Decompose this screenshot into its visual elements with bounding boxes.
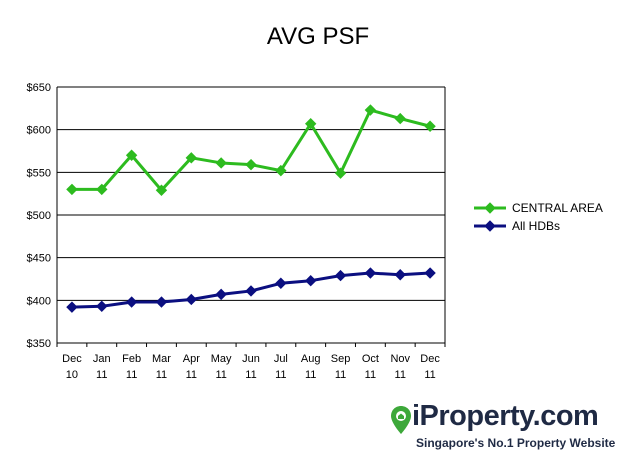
chart-title: AVG PSF — [267, 23, 369, 50]
x-tick-label-month: Aug — [301, 353, 321, 365]
legend-marker-all-hdbs — [484, 220, 496, 232]
legend: CENTRAL AREA All HDBs — [474, 201, 603, 233]
logo-name: iProperty.com — [412, 400, 599, 432]
data-point-all-hdbs — [155, 296, 168, 308]
data-point-central-area — [96, 183, 108, 196]
axes: $350 $400 $450 $500 $550 $600 $650 Dec 10 Jan 11 Fe… — [27, 82, 446, 381]
logo-tagline: Singapore's No.1 Property Website — [416, 436, 616, 450]
data-point-central-area — [215, 157, 227, 169]
x-tick-label-year: 11 — [156, 369, 167, 381]
x-tick-label-year: 11 — [245, 369, 256, 381]
data-point-central-area — [424, 120, 436, 132]
x-tick-label-year: 11 — [305, 369, 316, 381]
line-chart: AVG PSF $350 $400 $450 $500 $550 $600 $650 Dec 1… — [27, 23, 603, 381]
legend-label-central-area: CENTRAL AREA — [512, 201, 603, 215]
x-tick-label-month: Sep — [331, 353, 351, 365]
data-point-central-area — [185, 152, 198, 164]
x-tick-label-month: Apr — [183, 353, 200, 365]
x-tick-label-month: Oct — [362, 353, 379, 365]
data-point-all-hdbs — [185, 293, 198, 306]
x-tick-label-year: 11 — [424, 369, 435, 381]
x-tick-label-year: 10 — [66, 369, 78, 381]
x-tick-label-year: 11 — [96, 369, 107, 381]
data-point-all-hdbs — [424, 267, 436, 279]
x-tick-label-year: 11 — [275, 369, 286, 381]
location-pin-icon — [391, 406, 411, 434]
data-point-central-area — [245, 158, 257, 171]
y-tick-label: $550 — [27, 167, 51, 179]
data-point-all-hdbs — [334, 269, 347, 282]
y-tick-label: $400 — [27, 295, 51, 307]
x-tick-label-year: 11 — [365, 369, 376, 381]
chart: AVG PSF $350 $400 $450 $500 $550 $600 $650 Dec 1… — [27, 23, 603, 381]
data-point-central-area — [66, 183, 78, 196]
x-tick-label-month: Jun — [242, 353, 260, 365]
data-point-central-area — [364, 104, 377, 116]
x-tick-label-month: Dec — [62, 353, 82, 365]
data-point-central-area — [125, 149, 138, 161]
y-tick-label: $600 — [27, 125, 51, 137]
data-point-all-hdbs — [304, 274, 317, 287]
data-point-all-hdbs — [125, 296, 138, 308]
y-tick-label: $450 — [27, 253, 51, 265]
data-point-central-area — [394, 112, 406, 125]
x-tick-label-year: 11 — [126, 369, 137, 381]
x-tick-label-year: 11 — [186, 369, 197, 381]
x-tick-label-month: Mar — [152, 353, 171, 365]
data-point-all-hdbs — [364, 267, 377, 279]
data-point-all-hdbs — [96, 300, 108, 313]
series — [66, 104, 436, 313]
data-point-all-hdbs — [394, 269, 406, 281]
x-tick-label-year: 11 — [335, 369, 346, 381]
x-tick-label-year: 11 — [395, 369, 406, 381]
x-tick-label-month: Nov — [390, 353, 410, 365]
y-tick-label: $650 — [27, 82, 51, 94]
y-tick-label: $350 — [27, 338, 51, 350]
data-point-central-area — [304, 117, 317, 130]
data-point-central-area — [275, 164, 287, 177]
grid — [57, 86, 445, 344]
x-tick-label-month: Dec — [420, 353, 440, 365]
x-tick-label-month: Feb — [122, 353, 141, 365]
x-tick-label-month: Jan — [93, 353, 111, 365]
data-point-central-area — [334, 167, 347, 179]
legend-label-all-hdbs: All HDBs — [512, 219, 560, 233]
data-point-all-hdbs — [275, 277, 287, 289]
data-point-all-hdbs — [215, 288, 227, 301]
iproperty-logo: iProperty.com Singapore's No.1 Property … — [390, 400, 635, 456]
data-point-central-area — [155, 184, 168, 196]
data-point-all-hdbs — [245, 285, 257, 297]
x-tick-label-month: May — [211, 353, 232, 365]
x-tick-label-year: 11 — [215, 369, 226, 381]
x-tick-label-month: Jul — [274, 353, 288, 365]
legend-marker-central-area — [484, 202, 496, 214]
data-point-all-hdbs — [66, 301, 78, 313]
series-line-central-area — [71, 108, 431, 192]
y-tick-label: $500 — [27, 210, 51, 222]
